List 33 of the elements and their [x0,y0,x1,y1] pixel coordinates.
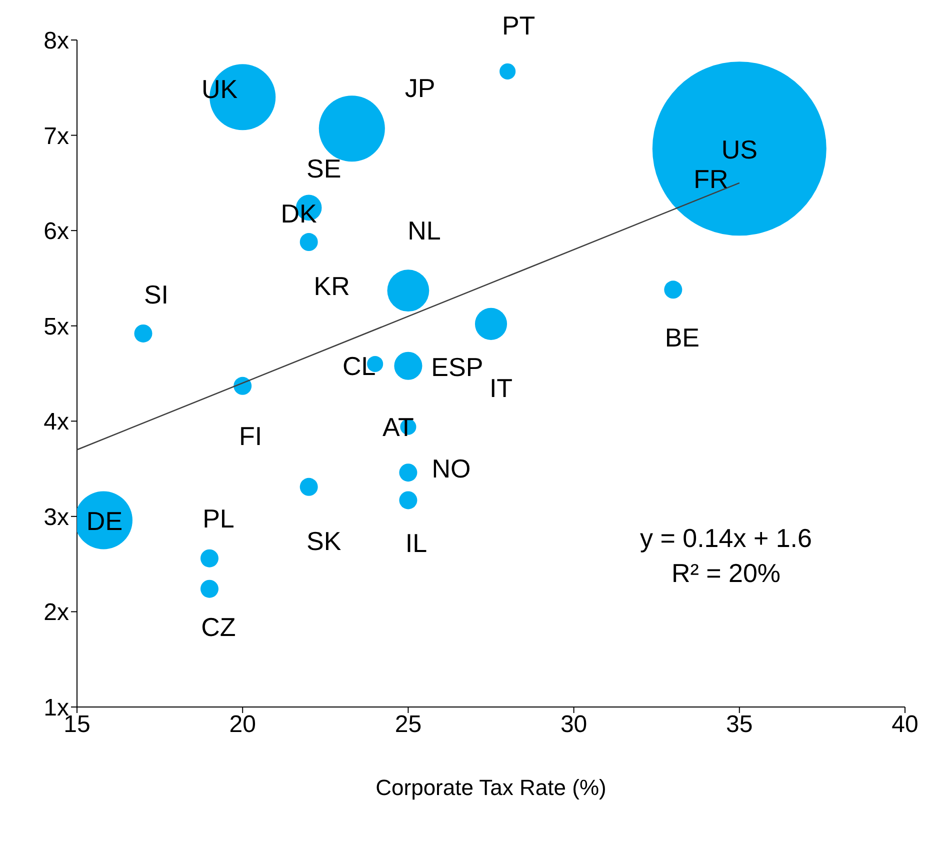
annotation: FI [239,420,262,451]
annotation: PT [502,10,536,40]
annotation: FR [692,163,730,196]
y-tick-label: 5x [44,313,69,340]
y-tick-label: 8x [44,28,69,55]
annotation: ESP [431,352,484,382]
y-tick-label: 7x [44,122,69,150]
x-tick-label: 35 [726,711,753,738]
annotation: JP [404,72,436,105]
y-tick-label: 6x [44,218,69,246]
annotation: DE [86,506,123,536]
annotation: SE [306,154,342,184]
annotation: SI [144,279,169,310]
annotation: US [721,134,758,165]
x-tick-label: 20 [229,711,256,738]
annotation: PL [202,503,234,534]
x-tick-label: 40 [892,711,918,738]
y-tick-label: 3x [44,504,69,531]
annotation: IT [489,372,513,403]
annotation: y = 0.14x + 1.6 [638,522,813,555]
x-axis-title: Corporate Tax Rate (%) [376,775,606,800]
annotation: R² = 20% [670,557,782,590]
annotation: CZ [201,612,236,642]
y-tick-label: 2x [44,599,69,626]
y-tick-label: 4x [44,408,69,436]
annotation: SK [306,526,342,556]
annotation: IL [405,528,428,558]
annotation: NL [408,216,441,246]
annotation: NO [432,454,471,484]
x-tick-label: 30 [560,711,588,738]
x-tick-label: 25 [394,711,422,738]
annotation: KR [314,271,350,302]
annotation: BE [664,322,700,353]
